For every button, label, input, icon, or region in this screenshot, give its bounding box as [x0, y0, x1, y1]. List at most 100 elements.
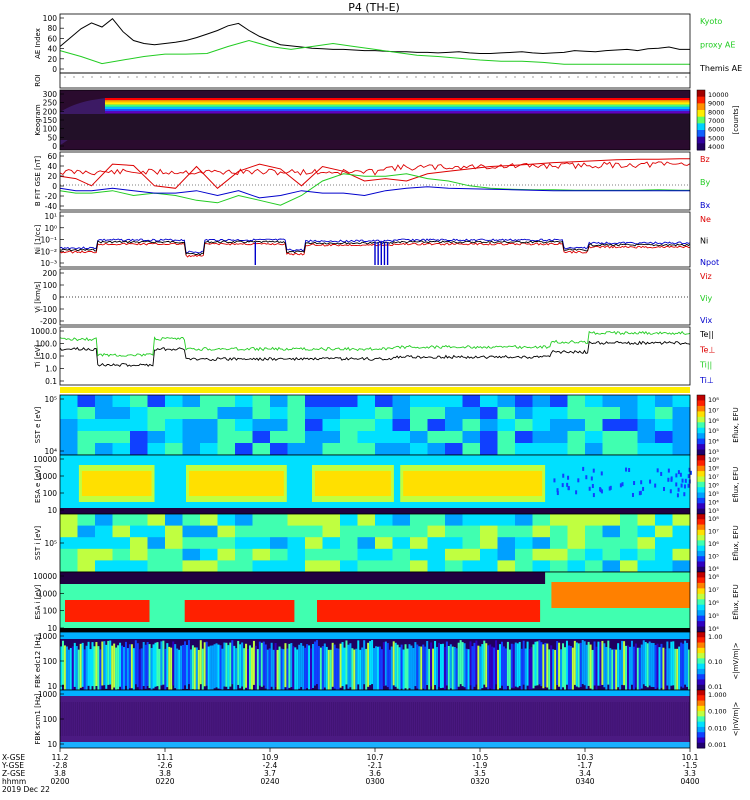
fbk-e-column [323, 643, 326, 688]
fbk-b-column [162, 702, 165, 736]
fbk-e-column [101, 641, 104, 686]
fbk-b-column [389, 702, 391, 736]
sst-cell [340, 548, 358, 561]
fbk-e-column [184, 641, 187, 686]
colorbar-frame [696, 689, 706, 749]
sst-cell [567, 537, 586, 550]
sst-cell [217, 395, 236, 408]
ytick-label: 100.0 [36, 340, 58, 349]
fbk-e-column [660, 643, 663, 688]
fbk-e-column [451, 646, 454, 691]
fbk-e-column [495, 640, 498, 685]
sst-cell [410, 395, 428, 408]
sst-cell [252, 548, 271, 561]
fbk-b-column [123, 702, 125, 736]
sst-cell [217, 560, 236, 573]
fbk-e-column [126, 648, 129, 693]
fbk-e-column [595, 646, 598, 691]
sst-cell [235, 407, 253, 420]
fbk-b-column [196, 702, 198, 736]
fbk-e-column [103, 641, 106, 686]
sst-cell [427, 431, 446, 444]
sst-cell [217, 537, 236, 550]
ytick-label: -100 [40, 305, 57, 314]
colorbar-swatch [697, 582, 705, 589]
legend-entry: By [700, 178, 710, 187]
fbk-e-column [191, 645, 194, 690]
ytick-label: 150 [43, 116, 58, 125]
fbk-b-column [398, 702, 400, 736]
fbk-b-column [127, 702, 129, 736]
sst-cell [60, 407, 78, 420]
fbk-e-column [487, 645, 490, 690]
fbk-e-column [473, 642, 476, 687]
keogram-band [105, 111, 690, 114]
fbk-e-column [581, 640, 584, 685]
legend-entry: Ti⊥ [699, 376, 714, 385]
colorbar-tick: 10⁹ [708, 456, 719, 464]
ytick-label: 20 [47, 172, 57, 181]
sst-cell [567, 548, 586, 561]
fbk-b-column [559, 702, 561, 736]
fbk-b-column [549, 702, 551, 736]
fbk-b-column [171, 702, 173, 736]
fbk-b-column [580, 702, 582, 736]
fbk-e-column [262, 641, 265, 686]
fbk-e-column [459, 640, 462, 685]
colorbar-swatch [697, 700, 705, 707]
fbk-b-column [465, 702, 467, 736]
fbk-b-column [528, 702, 530, 736]
sst-cell [585, 395, 603, 408]
fbk-e-column [178, 649, 181, 694]
sst-cell [112, 548, 131, 561]
fbk-b-column [618, 702, 620, 736]
fbk-b-column [114, 702, 116, 736]
sst-cell [112, 525, 131, 538]
sst-cell [322, 537, 341, 550]
fbk-e-column [266, 649, 269, 694]
xaxis-row-label: 2019 Dec 22 [2, 785, 50, 794]
fbk-b-column [616, 702, 618, 736]
sst-cell [235, 514, 253, 527]
fbk-e-column [325, 646, 328, 691]
sst-cell [252, 525, 271, 538]
sst-cell [60, 537, 78, 550]
fbk-b-column [591, 702, 593, 736]
sst-cell [305, 431, 323, 444]
fbk-b-column [440, 702, 442, 736]
sst-cell [252, 443, 271, 456]
esa-e-spot [582, 466, 585, 471]
colorbar-swatch [697, 721, 705, 728]
colorbar-tick: 9000 [708, 100, 725, 108]
xtick-x: 10.5 [472, 753, 489, 762]
sst-cell [655, 514, 673, 527]
sst-cell [585, 419, 603, 432]
esa-e-spot [654, 483, 657, 488]
fbk-b-column [683, 702, 685, 736]
fbk-b-column [333, 702, 335, 736]
colorbar-label: Eflux, EFU [732, 584, 740, 619]
sst-cell [270, 525, 288, 538]
sst-cell [532, 537, 551, 550]
sst-cell [567, 525, 586, 538]
fbk-e-column [499, 644, 502, 689]
sst-cell [322, 525, 341, 538]
sst-cell [550, 443, 568, 456]
sst-cell [77, 395, 96, 408]
esa-e-spot [676, 493, 679, 498]
fbk-b-column [320, 702, 322, 736]
sst-cell [235, 431, 253, 444]
fbk-e-column [113, 643, 116, 688]
fbk-b-column [402, 702, 404, 736]
fbk-b-column [557, 702, 559, 736]
fbk-e-column [353, 649, 356, 694]
fbk-e-column [508, 649, 511, 694]
fbk-b-column [473, 702, 475, 736]
sst-cell [112, 431, 131, 444]
series-line-by [59, 173, 690, 206]
sst-cell [480, 548, 498, 561]
fbk-b-column [322, 702, 324, 736]
sst-cell [112, 443, 131, 456]
ytick-label: 1000 [38, 472, 57, 481]
roi-dot [622, 76, 624, 78]
